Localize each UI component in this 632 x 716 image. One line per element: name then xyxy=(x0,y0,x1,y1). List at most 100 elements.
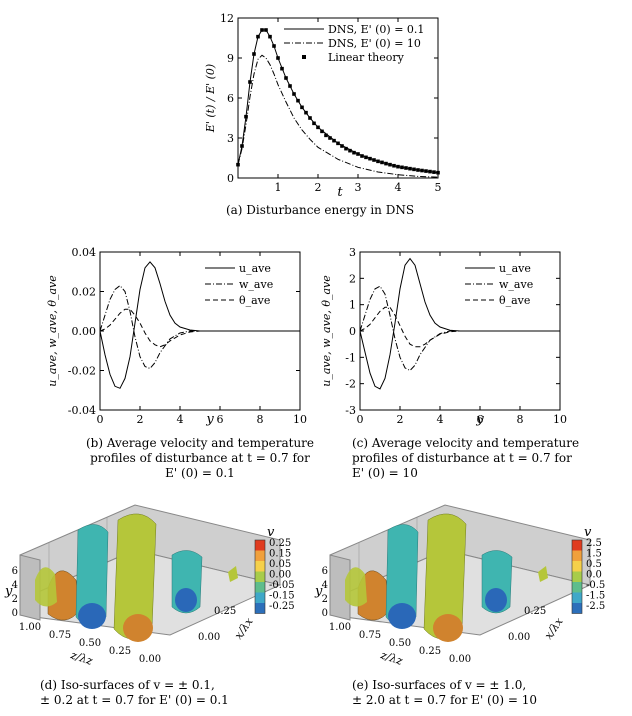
y-tick-label: 9 xyxy=(227,52,234,65)
data-point xyxy=(436,170,440,175)
z-tick-label: 0.50 xyxy=(389,638,411,649)
colorbar-frame xyxy=(254,539,266,614)
x-tick-label: 10 xyxy=(553,413,567,426)
series-line-1 xyxy=(359,285,560,372)
data-point xyxy=(292,92,296,96)
x-tick-label: 4 xyxy=(395,181,402,194)
y-axis-label: y xyxy=(314,584,323,599)
legend-entry: w_ave xyxy=(239,278,273,291)
data-point xyxy=(312,121,316,126)
side-wall xyxy=(329,554,351,621)
x-tick-label: 8 xyxy=(257,413,264,426)
y-tick-label: 4 xyxy=(322,580,328,591)
data-point xyxy=(296,98,300,103)
data-point xyxy=(400,165,404,170)
y-tick-label: 0 xyxy=(322,608,328,619)
caption-e: (e) Iso-surfaces of v = ± 1.0, ± 2.0 at … xyxy=(352,678,538,707)
colorbar-label: -0.05 xyxy=(269,580,295,591)
colorbar-label: 0.5 xyxy=(586,559,602,570)
legend-entry: DNS, E' (0) = 10 xyxy=(328,37,421,50)
colorbar-swatch xyxy=(255,603,265,614)
x-tick-label: 0.00 xyxy=(508,632,530,643)
colorbar-label: 0.05 xyxy=(269,559,291,570)
data-point xyxy=(388,162,392,167)
data-point xyxy=(260,28,264,32)
data-point xyxy=(428,169,432,174)
colorbar-swatch xyxy=(255,592,265,603)
data-point xyxy=(284,76,288,80)
colorbar-swatch xyxy=(255,571,265,582)
small-surface xyxy=(538,566,548,582)
data-point xyxy=(360,154,364,158)
colorbar-label: -0.5 xyxy=(586,580,605,591)
y-tick-label: -0.04 xyxy=(68,404,96,417)
legend-entry: u_ave xyxy=(239,262,271,275)
data-point xyxy=(356,152,360,156)
y-tick-label: -3 xyxy=(345,404,356,417)
colorbar-label: 0.00 xyxy=(269,570,291,581)
z-axis-label: z/λz xyxy=(68,648,94,668)
data-point xyxy=(432,170,436,174)
data-point xyxy=(404,166,408,170)
y-axis-label: E' (t) / E' (0) xyxy=(204,64,217,133)
series-linear-theory xyxy=(236,28,440,175)
profiles-chart-b: 0 2 4 6 8 10 -0.04 -0.02 0.00 0.02 0.04 u_ave w_ave θ… xyxy=(46,246,307,427)
data-point xyxy=(328,136,332,140)
legend-entry: θ_ave xyxy=(239,294,270,307)
y-tick-label: 4 xyxy=(12,580,18,591)
legend-entry: w_ave xyxy=(499,278,533,291)
data-point xyxy=(320,129,324,134)
data-point xyxy=(248,80,252,84)
colorbar-label: 0.15 xyxy=(269,549,291,560)
x-tick-label: 2 xyxy=(137,413,144,426)
series-line-1 xyxy=(237,54,439,178)
colorbar-label: 1.5 xyxy=(586,549,602,560)
data-point xyxy=(316,125,320,130)
y-tick-label: 2 xyxy=(349,272,356,285)
blue-surface xyxy=(388,603,416,629)
data-point xyxy=(424,169,428,173)
y-tick-label: -1 xyxy=(345,351,356,364)
data-point xyxy=(396,164,400,169)
x-tick-label: 2 xyxy=(397,413,404,426)
y-tick-label: 6 xyxy=(12,566,18,577)
y-tick-label: 0 xyxy=(227,172,234,185)
legend-entry: u_ave xyxy=(499,262,531,275)
colorbar-label: -1.5 xyxy=(586,591,605,602)
y-tick-label: 0 xyxy=(12,608,18,619)
series-line-2 xyxy=(359,306,560,348)
colorbar-label: -2.5 xyxy=(586,601,605,612)
legend-entry: DNS, E' (0) = 0.1 xyxy=(328,23,424,36)
y-tick-label: 2 xyxy=(12,594,18,605)
x-tick-label: 2 xyxy=(315,181,322,194)
z-tick-label: 0.75 xyxy=(359,630,381,641)
colorbar-swatch xyxy=(255,582,265,593)
legend-marker xyxy=(302,55,306,59)
x-tick-label: 4 xyxy=(437,413,444,426)
data-point xyxy=(264,28,268,32)
colorbar-label: -0.25 xyxy=(269,601,295,612)
colorbar-swatch xyxy=(255,561,265,572)
data-point xyxy=(412,167,416,172)
colorbar-swatch xyxy=(255,550,265,561)
y-tick-label: 0.00 xyxy=(72,325,97,338)
y-tick-label: -0.02 xyxy=(68,365,96,378)
data-point xyxy=(256,34,260,39)
x-tick-label: 1 xyxy=(275,181,282,194)
z-tick-label: 0.50 xyxy=(79,638,101,649)
caption-d: (d) Iso-surfaces of v = ± 0.1, ± 0.2 at … xyxy=(40,678,229,707)
data-point xyxy=(336,141,340,146)
data-point xyxy=(408,166,412,171)
series-line-1 xyxy=(99,284,300,370)
data-point xyxy=(392,163,396,168)
colorbar-title: v xyxy=(584,525,592,540)
y-tick-label: 0 xyxy=(349,325,356,338)
data-point xyxy=(348,148,352,153)
x-tick-label: 0.25 xyxy=(524,606,546,617)
data-point xyxy=(272,44,276,48)
data-point xyxy=(416,168,420,172)
y-tick-label: 3 xyxy=(349,246,356,259)
y-tick-label: 2 xyxy=(322,594,328,605)
yellow-surface-left xyxy=(35,567,57,607)
